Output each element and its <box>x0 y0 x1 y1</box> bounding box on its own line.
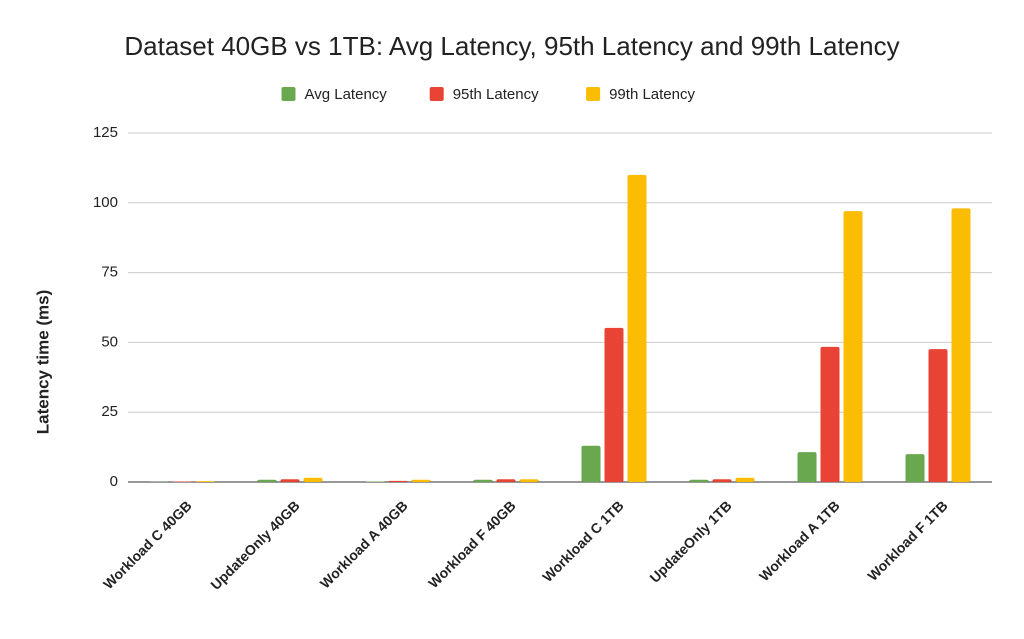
bar <box>412 480 431 482</box>
legend-swatch <box>586 87 600 101</box>
bar <box>582 446 601 482</box>
bar <box>304 478 323 482</box>
bar <box>798 452 817 482</box>
bar <box>844 211 863 482</box>
y-axis-label: Latency time (ms) <box>33 290 52 435</box>
chart-title: Dataset 40GB vs 1TB: Avg Latency, 95th L… <box>124 31 899 61</box>
y-tick-label: 125 <box>93 124 118 141</box>
x-tick-label: Workload F 1TB <box>864 497 950 583</box>
bar <box>929 349 948 482</box>
x-tick-label: UpdateOnly 40GB <box>207 497 302 592</box>
bar <box>605 328 624 482</box>
bar <box>281 479 300 482</box>
x-tick-label: Workload C 1TB <box>539 497 627 585</box>
bar <box>196 481 215 482</box>
x-tick-label: Workload A 1TB <box>756 497 843 584</box>
bar <box>389 481 408 482</box>
legend-label: 99th Latency <box>609 86 695 103</box>
bar <box>628 175 647 482</box>
bar <box>520 479 539 482</box>
bar <box>906 454 925 482</box>
bar <box>821 347 840 482</box>
bar <box>258 480 277 482</box>
bar <box>952 208 971 482</box>
legend-swatch <box>282 87 296 101</box>
y-tick-label: 25 <box>101 403 118 420</box>
bar <box>497 479 516 482</box>
bar <box>713 479 732 482</box>
x-tick-label: Workload C 40GB <box>100 497 195 592</box>
legend-label: Avg Latency <box>305 86 388 103</box>
bar <box>736 478 755 482</box>
bar <box>366 481 385 482</box>
legend-label: 95th Latency <box>453 86 539 103</box>
x-tick-label: Workload A 40GB <box>317 497 411 591</box>
y-tick-label: 50 <box>101 333 118 350</box>
y-tick-label: 100 <box>93 194 118 211</box>
bar <box>173 481 192 482</box>
x-tick-label: UpdateOnly 1TB <box>646 497 734 585</box>
y-tick-label: 0 <box>110 473 118 490</box>
bar <box>474 480 493 482</box>
legend-swatch <box>430 87 444 101</box>
bar <box>690 480 709 482</box>
y-tick-label: 75 <box>101 264 118 281</box>
x-tick-label: Workload F 40GB <box>425 497 519 591</box>
